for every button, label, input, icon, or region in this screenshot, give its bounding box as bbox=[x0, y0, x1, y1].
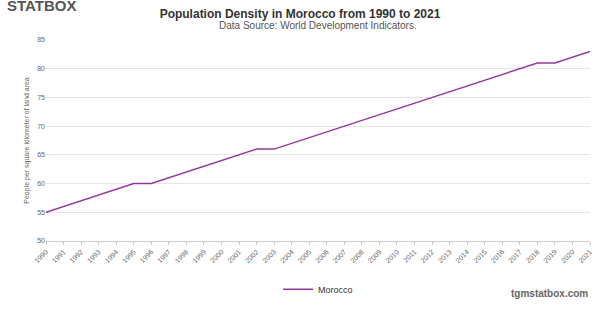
svg-text:2017: 2017 bbox=[507, 248, 523, 264]
svg-text:2002: 2002 bbox=[244, 248, 260, 264]
svg-text:80: 80 bbox=[37, 65, 45, 72]
svg-text:2001: 2001 bbox=[226, 248, 242, 264]
svg-text:2003: 2003 bbox=[261, 248, 277, 264]
svg-text:70: 70 bbox=[37, 123, 45, 130]
svg-text:STATBOX: STATBOX bbox=[7, 0, 76, 14]
svg-text:2015: 2015 bbox=[472, 248, 488, 264]
svg-text:1992: 1992 bbox=[68, 248, 84, 264]
svg-text:2005: 2005 bbox=[296, 248, 312, 264]
svg-text:2009: 2009 bbox=[367, 248, 383, 264]
svg-text:2014: 2014 bbox=[454, 248, 470, 264]
svg-text:2016: 2016 bbox=[489, 248, 505, 264]
svg-text:2000: 2000 bbox=[209, 248, 225, 264]
svg-text:2012: 2012 bbox=[419, 248, 435, 264]
svg-text:55: 55 bbox=[37, 209, 45, 216]
svg-text:2019: 2019 bbox=[542, 248, 558, 264]
svg-text:1999: 1999 bbox=[191, 248, 207, 264]
svg-text:1991: 1991 bbox=[51, 248, 67, 264]
svg-text:People per square kilometer of: People per square kilometer of land area bbox=[23, 77, 31, 204]
svg-text:2008: 2008 bbox=[349, 248, 365, 264]
svg-text:1998: 1998 bbox=[174, 248, 190, 264]
svg-text:2004: 2004 bbox=[279, 248, 295, 264]
svg-text:1993: 1993 bbox=[86, 248, 102, 264]
svg-text:1995: 1995 bbox=[121, 248, 137, 264]
svg-text:2018: 2018 bbox=[525, 248, 541, 264]
svg-text:65: 65 bbox=[37, 151, 45, 158]
svg-text:2020: 2020 bbox=[560, 248, 576, 264]
svg-text:2021: 2021 bbox=[577, 248, 593, 264]
svg-text:Morocco: Morocco bbox=[318, 285, 353, 295]
svg-text:2011: 2011 bbox=[402, 248, 418, 264]
svg-text:60: 60 bbox=[37, 180, 45, 187]
svg-text:2013: 2013 bbox=[437, 248, 453, 264]
svg-text:2010: 2010 bbox=[384, 248, 400, 264]
svg-text:1990: 1990 bbox=[33, 248, 49, 264]
svg-text:75: 75 bbox=[37, 94, 45, 101]
svg-text:2007: 2007 bbox=[332, 248, 348, 264]
svg-text:1996: 1996 bbox=[139, 248, 155, 264]
svg-text:Population Density in Morocco: Population Density in Morocco from 1990 … bbox=[160, 7, 441, 21]
svg-text:Data Source: World Development: Data Source: World Development Indicator… bbox=[219, 20, 417, 31]
svg-text:1997: 1997 bbox=[156, 248, 172, 264]
svg-text:2006: 2006 bbox=[314, 248, 330, 264]
svg-text:85: 85 bbox=[37, 36, 45, 43]
svg-text:1994: 1994 bbox=[103, 248, 119, 264]
svg-text:tgmstatbox.com: tgmstatbox.com bbox=[511, 288, 588, 299]
svg-text:50: 50 bbox=[37, 237, 45, 244]
